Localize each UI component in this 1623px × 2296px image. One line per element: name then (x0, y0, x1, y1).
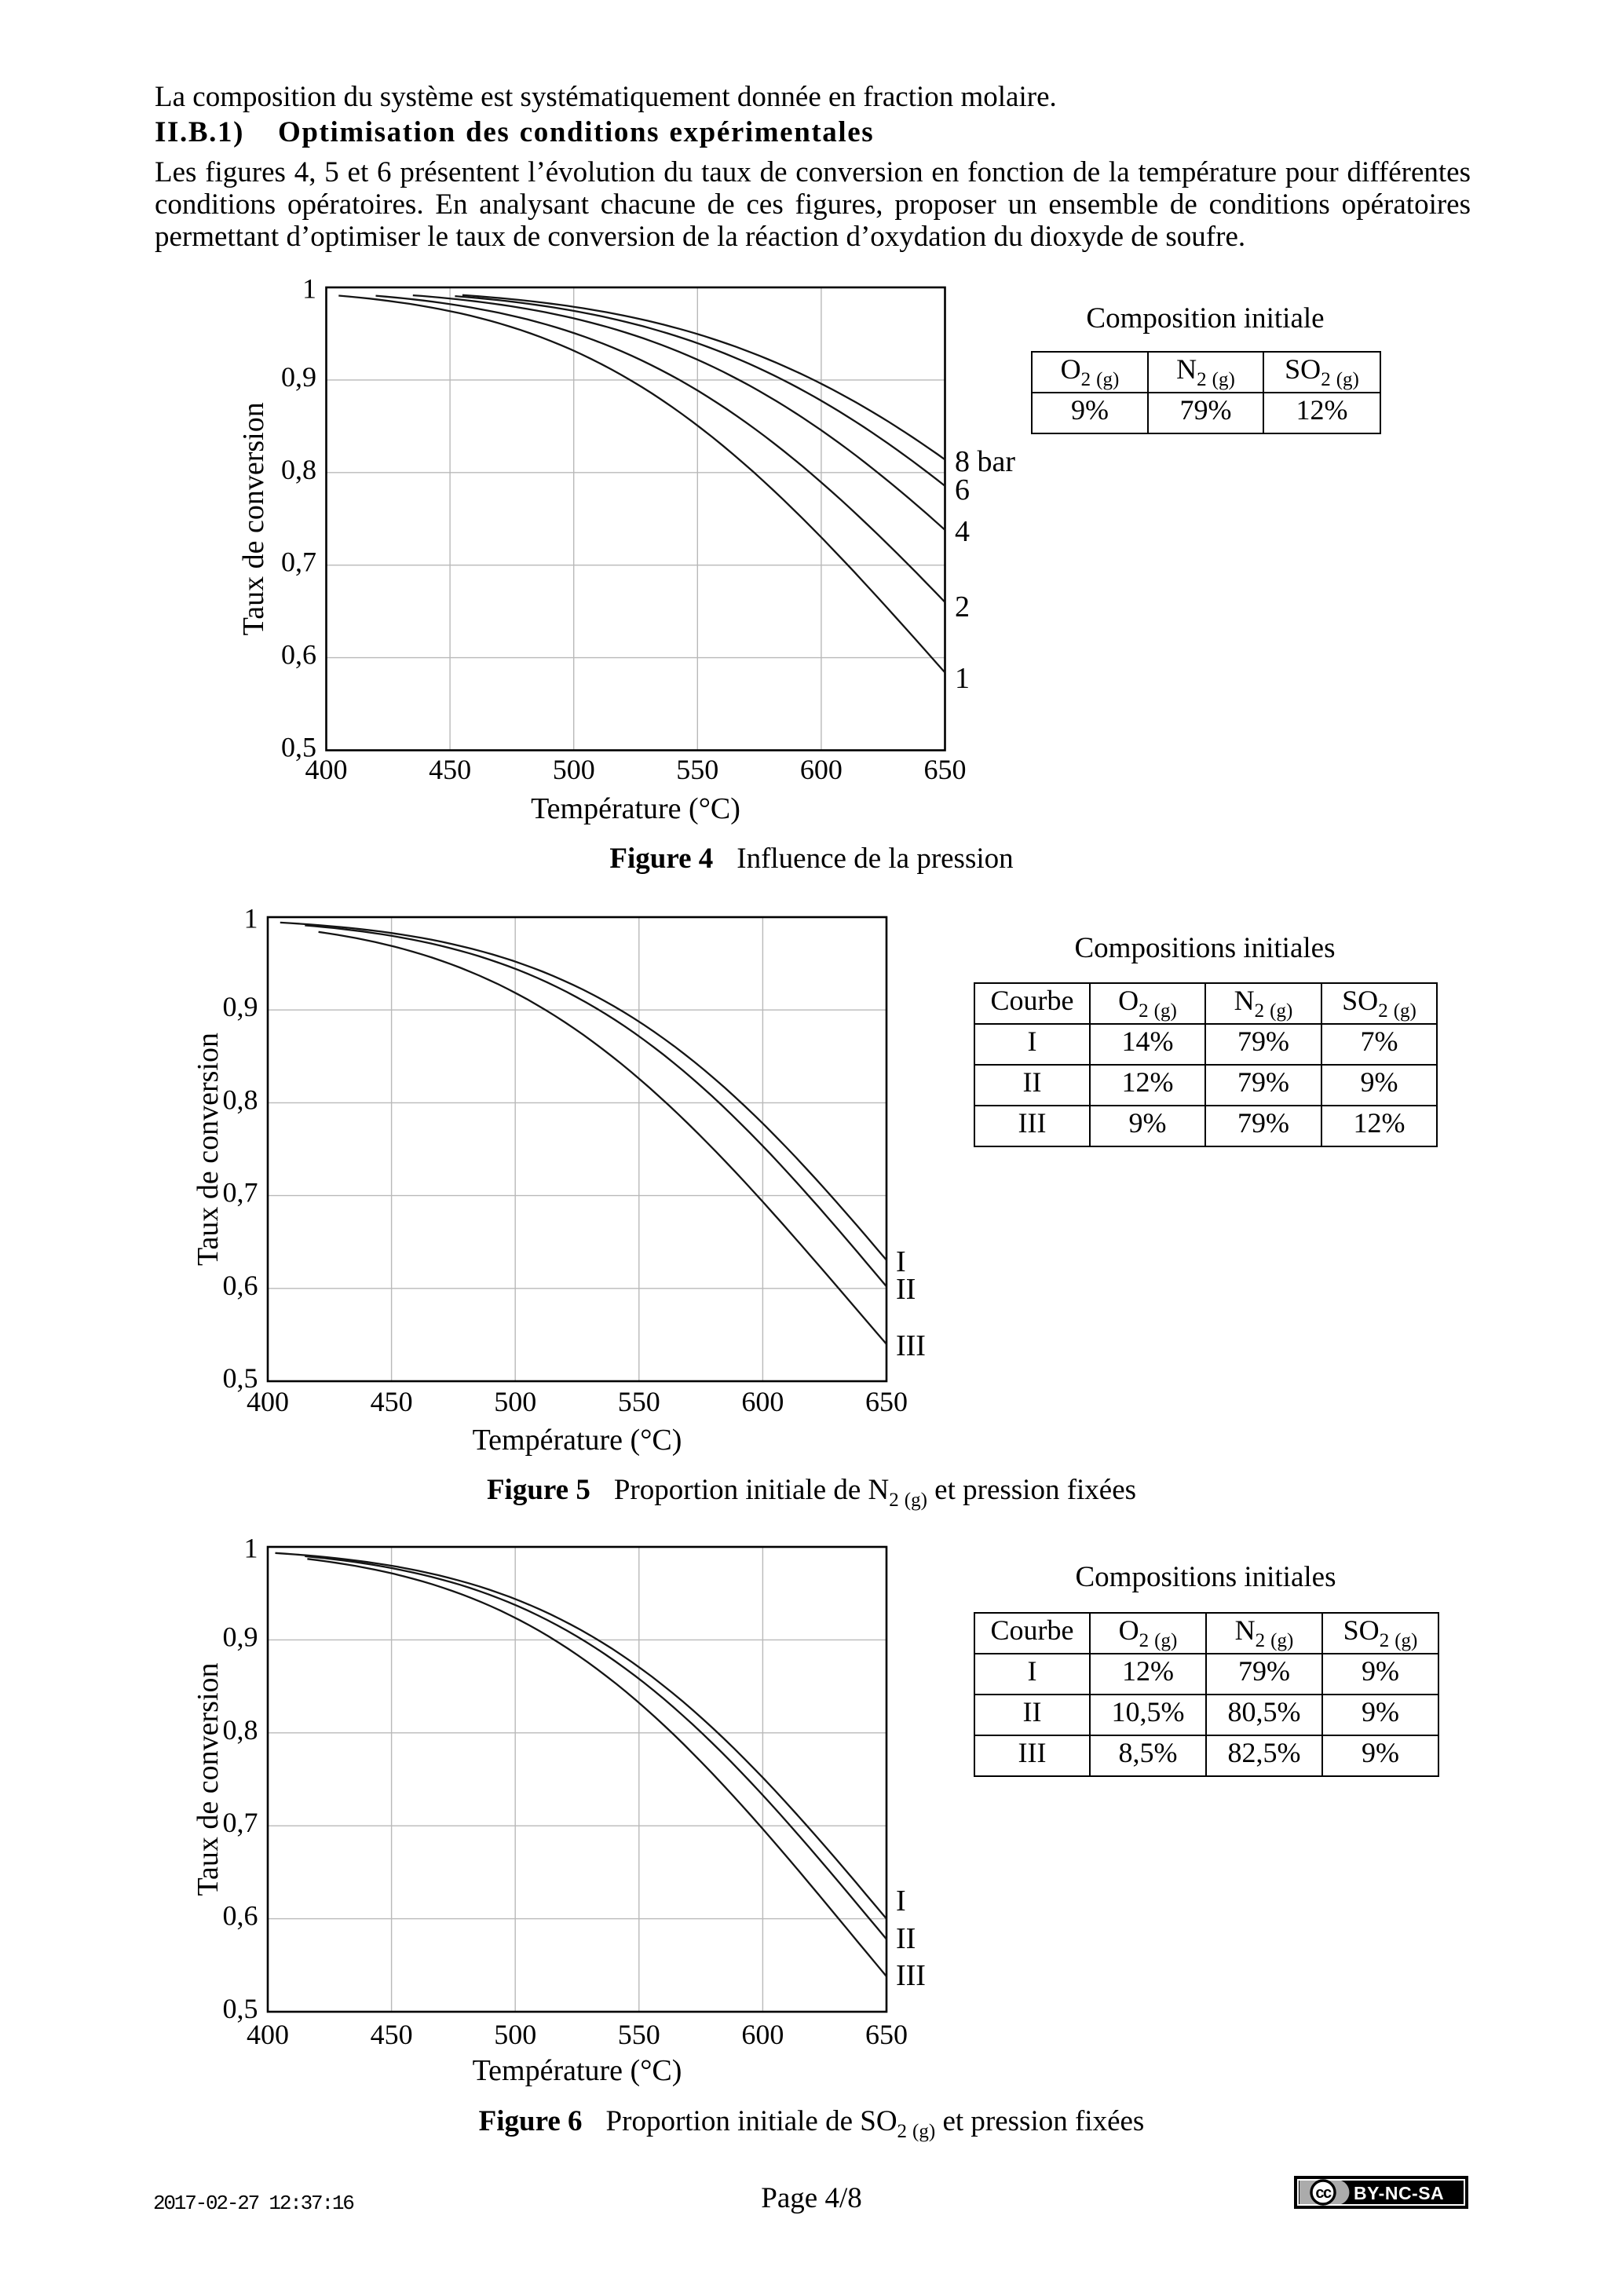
svg-text:BY-NC-SA: BY-NC-SA (1354, 2183, 1444, 2203)
svg-text:Taux de conversion: Taux de conversion (237, 402, 270, 635)
svg-text:0,7: 0,7 (281, 547, 316, 578)
svg-text:III: III (896, 1329, 926, 1362)
svg-text:450: 450 (429, 754, 471, 785)
svg-text:0,5: 0,5 (223, 1362, 258, 1394)
svg-text:0,9: 0,9 (223, 991, 258, 1022)
svg-text:0,6: 0,6 (223, 1900, 258, 1932)
svg-text:400: 400 (305, 754, 348, 785)
svg-text:Température (°C): Température (°C) (473, 2054, 682, 2087)
svg-text:550: 550 (676, 754, 718, 785)
svg-text:I: I (896, 1245, 906, 1278)
svg-text:600: 600 (741, 1386, 784, 1417)
svg-text:I: I (896, 1885, 906, 1918)
svg-text:0,5: 0,5 (281, 732, 316, 763)
svg-text:0,8: 0,8 (281, 454, 316, 485)
svg-text:450: 450 (371, 2019, 413, 2050)
svg-text:0,9: 0,9 (281, 361, 316, 393)
svg-text:2: 2 (955, 590, 970, 623)
svg-text:500: 500 (494, 1386, 536, 1417)
svg-text:II: II (896, 1273, 916, 1306)
svg-text:II: II (896, 1922, 916, 1955)
svg-text:0,6: 0,6 (223, 1270, 258, 1301)
svg-text:500: 500 (553, 754, 595, 785)
svg-text:650: 650 (865, 1386, 908, 1417)
svg-text:650: 650 (865, 2019, 908, 2050)
svg-text:Température (°C): Température (°C) (531, 792, 740, 825)
svg-text:0,6: 0,6 (281, 639, 316, 671)
svg-text:0,7: 0,7 (223, 1177, 258, 1208)
svg-text:550: 550 (618, 2019, 660, 2050)
svg-text:Taux de conversion: Taux de conversion (192, 1033, 225, 1266)
svg-text:1: 1 (302, 273, 316, 305)
svg-text:400: 400 (247, 1386, 289, 1417)
svg-text:Température (°C): Température (°C) (473, 1424, 682, 1457)
svg-text:1: 1 (955, 662, 970, 695)
svg-text:Taux de conversion: Taux de conversion (192, 1662, 225, 1896)
svg-text:cc: cc (1315, 2184, 1332, 2202)
svg-text:400: 400 (247, 2019, 289, 2050)
svg-text:550: 550 (618, 1386, 660, 1417)
svg-text:6: 6 (955, 473, 970, 506)
svg-text:650: 650 (924, 754, 967, 785)
svg-text:600: 600 (800, 754, 843, 785)
svg-text:1: 1 (244, 903, 258, 934)
svg-text:4: 4 (955, 515, 970, 548)
svg-text:III: III (896, 1959, 926, 1992)
svg-text:0,5: 0,5 (223, 1993, 258, 2024)
svg-text:600: 600 (741, 2019, 784, 2050)
svg-text:450: 450 (371, 1386, 413, 1417)
svg-text:8 bar: 8 bar (955, 445, 1015, 478)
svg-text:0,8: 0,8 (223, 1084, 258, 1115)
svg-text:0,7: 0,7 (223, 1807, 258, 1838)
svg-text:0,9: 0,9 (223, 1621, 258, 1652)
svg-text:0,8: 0,8 (223, 1714, 258, 1746)
svg-text:500: 500 (494, 2019, 536, 2050)
svg-text:1: 1 (244, 1533, 258, 1564)
